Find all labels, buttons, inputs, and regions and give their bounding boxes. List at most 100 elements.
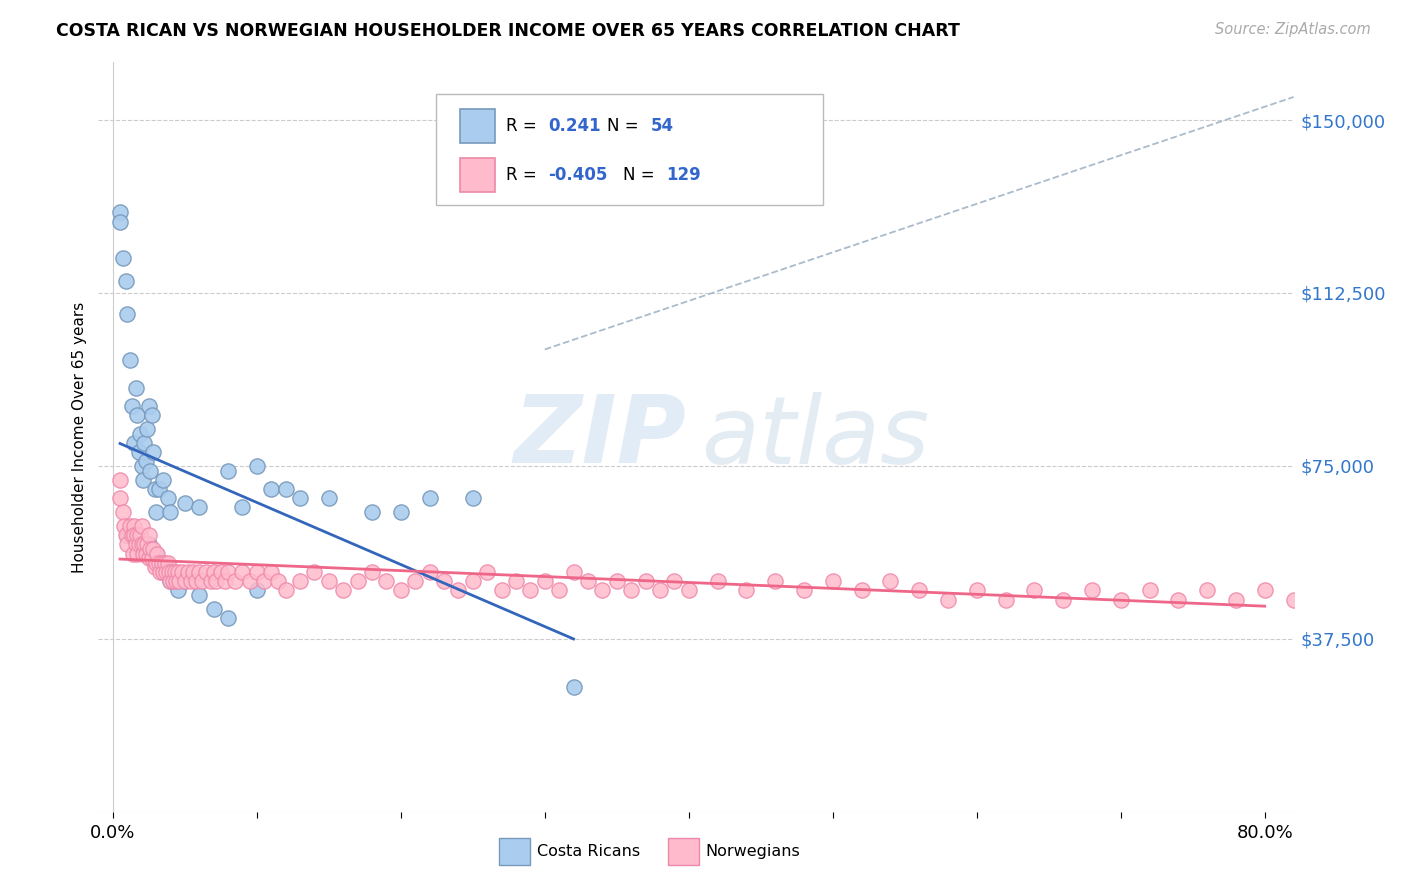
- Point: [433, 574, 456, 589]
- Point: [186, 574, 208, 589]
- Point: [131, 458, 153, 473]
- Point: [318, 574, 340, 589]
- Point: [821, 574, 844, 589]
- Point: [121, 528, 143, 542]
- Point: [361, 505, 384, 519]
- Point: [246, 458, 269, 473]
- Point: [134, 537, 156, 551]
- Point: [124, 435, 146, 450]
- Point: [121, 399, 143, 413]
- Point: [108, 473, 131, 487]
- Point: [1024, 583, 1046, 598]
- Point: [114, 275, 136, 289]
- Point: [491, 583, 513, 598]
- Point: [361, 565, 384, 579]
- Point: [160, 565, 183, 579]
- Point: [173, 496, 195, 510]
- Point: [132, 473, 155, 487]
- Point: [159, 574, 181, 589]
- Point: [419, 565, 441, 579]
- Point: [477, 565, 499, 579]
- Text: Norwegians: Norwegians: [706, 845, 800, 859]
- Point: [141, 551, 163, 566]
- Point: [505, 574, 527, 589]
- Point: [145, 505, 167, 519]
- Point: [851, 583, 873, 598]
- Point: [143, 560, 166, 574]
- Point: [111, 505, 134, 519]
- Point: [1197, 583, 1219, 598]
- Point: [274, 482, 297, 496]
- Point: [246, 565, 269, 579]
- Point: [138, 537, 160, 551]
- Point: [145, 556, 167, 570]
- Point: [793, 583, 815, 598]
- Point: [143, 482, 166, 496]
- Point: [153, 556, 176, 570]
- Point: [1081, 583, 1104, 598]
- Point: [231, 565, 253, 579]
- Point: [166, 583, 188, 598]
- Point: [131, 537, 153, 551]
- Point: [132, 547, 155, 561]
- Point: [214, 574, 236, 589]
- Point: [131, 537, 153, 551]
- Point: [200, 574, 222, 589]
- Point: [138, 528, 160, 542]
- Point: [157, 565, 180, 579]
- Point: [304, 565, 326, 579]
- Point: [112, 519, 135, 533]
- Point: [606, 574, 628, 589]
- Point: [288, 491, 311, 505]
- Point: [139, 541, 162, 556]
- Text: atlas: atlas: [702, 392, 929, 483]
- Text: Source: ZipAtlas.com: Source: ZipAtlas.com: [1215, 22, 1371, 37]
- Point: [209, 565, 232, 579]
- Point: [167, 574, 190, 589]
- Text: N =: N =: [623, 166, 654, 184]
- Point: [135, 454, 157, 468]
- Point: [188, 588, 211, 602]
- Point: [1052, 592, 1074, 607]
- Point: [332, 583, 354, 598]
- Point: [217, 463, 239, 477]
- Point: [183, 565, 205, 579]
- Point: [763, 574, 786, 589]
- Point: [202, 602, 225, 616]
- Point: [125, 537, 148, 551]
- Point: [648, 583, 671, 598]
- Point: [389, 583, 412, 598]
- Text: -0.405: -0.405: [548, 166, 607, 184]
- Point: [318, 491, 340, 505]
- Point: [176, 565, 198, 579]
- Point: [664, 574, 686, 589]
- Point: [165, 574, 187, 589]
- Point: [267, 574, 290, 589]
- Text: 129: 129: [666, 166, 702, 184]
- Point: [1167, 592, 1189, 607]
- Point: [1225, 592, 1247, 607]
- Point: [127, 547, 149, 561]
- Point: [155, 565, 177, 579]
- Text: COSTA RICAN VS NORWEGIAN HOUSEHOLDER INCOME OVER 65 YEARS CORRELATION CHART: COSTA RICAN VS NORWEGIAN HOUSEHOLDER INC…: [56, 22, 960, 40]
- Point: [239, 574, 262, 589]
- Point: [375, 574, 398, 589]
- Point: [1310, 602, 1333, 616]
- Text: N =: N =: [607, 117, 638, 135]
- Point: [124, 519, 146, 533]
- Point: [120, 519, 142, 533]
- Point: [115, 528, 138, 542]
- Point: [346, 574, 368, 589]
- Point: [246, 583, 269, 598]
- Point: [159, 505, 181, 519]
- Text: 54: 54: [651, 117, 673, 135]
- Point: [108, 214, 131, 228]
- Point: [1139, 583, 1161, 598]
- Point: [129, 528, 152, 542]
- Point: [1254, 583, 1277, 598]
- Point: [136, 422, 159, 436]
- Point: [217, 611, 239, 625]
- Point: [152, 473, 174, 487]
- Point: [191, 574, 214, 589]
- Point: [1282, 592, 1305, 607]
